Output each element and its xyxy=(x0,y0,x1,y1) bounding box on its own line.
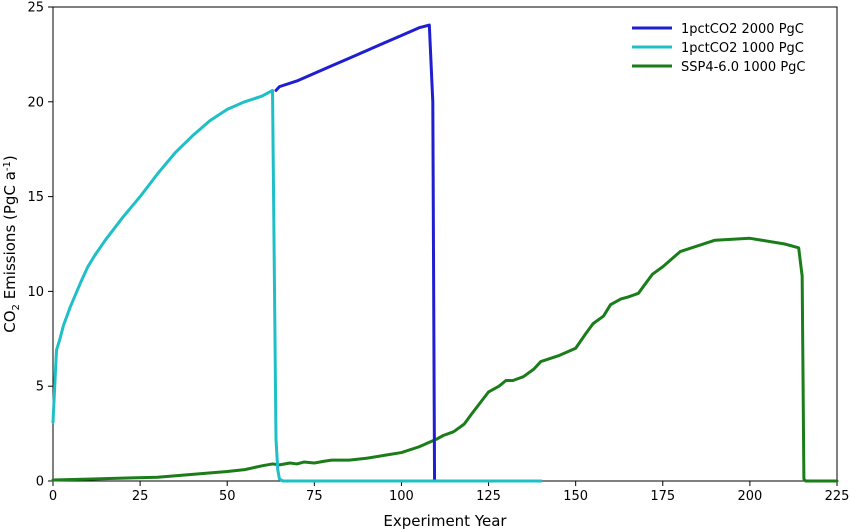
y-tick-label: 15 xyxy=(27,190,44,205)
series-line-2 xyxy=(51,88,543,483)
y-axis-label-middle: Emissions (PgC a xyxy=(1,171,19,304)
x-tick-label: 225 xyxy=(825,489,850,504)
legend-label: SSP4-6.0 1000 PgC xyxy=(681,60,806,75)
y-axis-label-subscript: 2 xyxy=(11,304,22,310)
series-line-3 xyxy=(51,236,839,483)
y-axis-label-superscript: -1 xyxy=(2,161,13,171)
y-tick-label: 0 xyxy=(36,475,44,490)
y-axis-label-suffix: ) xyxy=(1,155,19,161)
x-tick-label: 50 xyxy=(219,489,236,504)
x-tick-label: 200 xyxy=(737,489,762,504)
x-tick-label: 75 xyxy=(306,489,323,504)
y-tick-label: 10 xyxy=(27,285,44,300)
x-tick-label: 175 xyxy=(650,489,675,504)
plot-frame xyxy=(52,6,838,482)
y-tick-label: 20 xyxy=(27,95,44,110)
legend-label: 1pctCO2 1000 PgC xyxy=(681,41,804,56)
series-line-1 xyxy=(274,23,543,483)
y-axis-label: CO2 Emissions (PgC a-1) xyxy=(1,155,22,332)
x-tick-label: 0 xyxy=(49,489,57,504)
plot-area xyxy=(52,6,838,482)
y-tick-label: 25 xyxy=(27,1,44,16)
legend: 1pctCO2 2000 PgC 1pctCO2 1000 PgC SSP4-6.0… xyxy=(632,22,806,75)
x-tick-label: 150 xyxy=(563,489,588,504)
x-axis-label: Experiment Year xyxy=(383,512,507,530)
series-lines xyxy=(51,23,839,483)
y-axis-label-prefix: CO xyxy=(1,310,19,332)
legend-label: 1pctCO2 2000 PgC xyxy=(681,22,804,37)
y-axis: 0 5 10 15 20 25 xyxy=(27,1,53,490)
x-tick-label: 125 xyxy=(476,489,501,504)
x-tick-label: 25 xyxy=(132,489,149,504)
x-axis: 0 25 50 75 100 125 150 175 200 225 xyxy=(49,481,850,504)
x-tick-label: 100 xyxy=(389,489,414,504)
y-tick-label: 5 xyxy=(36,380,44,395)
